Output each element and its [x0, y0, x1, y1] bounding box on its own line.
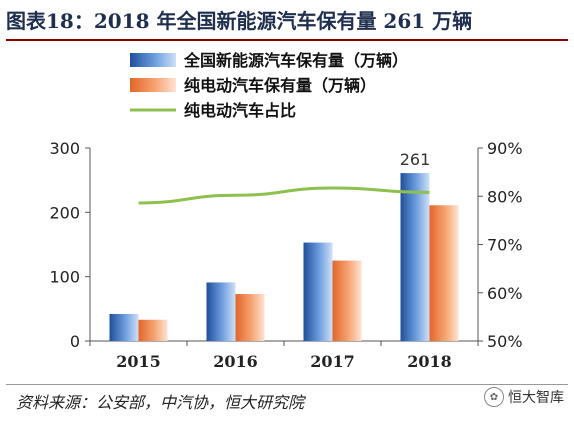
- right-tick-label: 80%: [487, 187, 523, 206]
- bar-pure-ev: [235, 294, 265, 341]
- legend-swatch: [130, 53, 176, 67]
- legend-label: 纯电动汽车保有量（万辆）: [184, 76, 376, 95]
- wechat-icon: ✿: [484, 387, 504, 407]
- bar-total-nev: [109, 313, 139, 341]
- line-pure-ev-share: [138, 186, 430, 205]
- axes: 0 100 200 300 50% 60% 70% 80% 90% 2015 2016 2017 201…: [49, 139, 522, 371]
- x-tick-label: 2017: [310, 352, 355, 371]
- watermark-text: 恒大智库: [508, 390, 564, 406]
- bar-total-nev: [206, 282, 236, 341]
- watermark: ✿ 恒大智库: [484, 387, 564, 407]
- line-series: [138, 186, 430, 205]
- x-tick-label: 2016: [213, 352, 258, 371]
- bar-pure-ev: [138, 319, 168, 341]
- bars: [109, 173, 459, 341]
- left-tick-label: 0: [70, 332, 80, 351]
- right-tick-label: 70%: [487, 236, 523, 255]
- title-underline: [6, 39, 568, 41]
- source-note: 资料来源：公安部，中汽协，恒大研究院: [16, 393, 305, 412]
- left-tick-label: 300: [49, 139, 80, 158]
- legend: 全国新能源汽车保有量（万辆） 纯电动汽车保有量（万辆） 纯电动汽车占比: [130, 51, 408, 120]
- data-label: 261: [400, 150, 431, 169]
- x-tick-label: 2018: [407, 352, 452, 371]
- right-tick-label: 60%: [487, 284, 523, 303]
- bar-total-nev: [400, 173, 430, 341]
- footer-rule: [6, 384, 568, 385]
- left-tick-label: 200: [49, 203, 80, 222]
- left-tick-label: 100: [49, 268, 80, 287]
- x-tick-label: 2015: [116, 352, 161, 371]
- legend-swatch: [130, 78, 176, 92]
- data-labels: 261: [400, 150, 431, 169]
- bar-pure-ev: [429, 205, 459, 341]
- legend-label: 纯电动汽车占比: [184, 101, 296, 120]
- bar-total-nev: [303, 242, 333, 341]
- right-tick-label: 50%: [487, 332, 523, 351]
- bar-pure-ev: [332, 260, 362, 341]
- legend-label: 全国新能源汽车保有量（万辆）: [183, 51, 408, 70]
- right-tick-label: 90%: [487, 139, 523, 158]
- chart-title: 图表18：2018 年全国新能源汽车保有量 261 万辆: [6, 9, 473, 33]
